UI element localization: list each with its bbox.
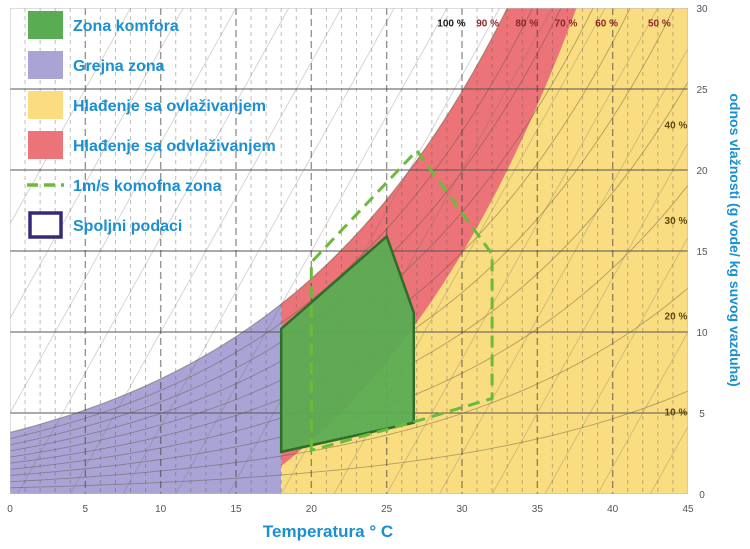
humid_cool-legend-swatch xyxy=(28,91,63,119)
dehumid_cool-legend-swatch xyxy=(28,131,63,159)
rh-labels: 100 % 90 % 80 % 70 % 60 % 50 % 40 % 30 % 20 % 10 … xyxy=(437,18,687,418)
x-axis-title: Temperatura ° C xyxy=(263,522,393,541)
diagonal-gridline xyxy=(228,8,501,494)
y-tick-label: 0 xyxy=(699,490,705,501)
heating-legend-label: Grejna zona xyxy=(73,58,165,75)
diagonal-gridline xyxy=(10,8,237,414)
x-tick-label: 30 xyxy=(456,504,468,515)
comfort-legend-swatch xyxy=(28,11,63,39)
x-tick-label: 20 xyxy=(306,504,318,515)
air_zone-legend-label: 1m/s komofna zona xyxy=(73,178,222,195)
rh-label-60: 60 % xyxy=(595,18,618,29)
y-tick-label: 10 xyxy=(696,328,708,339)
diagonal-gridline xyxy=(597,331,688,494)
diagonal-gridline xyxy=(439,47,688,494)
diagonal-gridline xyxy=(10,8,131,225)
humid_cool-legend-label: Hlađenje sa ovlaživanjem xyxy=(73,98,266,115)
comfort-legend-label: Zona komfora xyxy=(73,18,179,35)
y-axis-title: odnos vlažnosti (g vode/ kg suvog vazduh… xyxy=(727,93,743,386)
diagonal-gridline xyxy=(544,236,688,494)
legend: Zona komfora Grejna zona Hlađenje sa ovlaž… xyxy=(27,11,276,239)
diagonal-gridline xyxy=(122,8,395,494)
rh-curve xyxy=(10,8,508,433)
y-tick-label: 15 xyxy=(696,247,708,258)
diagonal-gridline xyxy=(10,8,184,320)
rh-label-70: 70 % xyxy=(555,18,578,29)
dehumid_cool-legend-label: Hlađenje sa odvlaživanjem xyxy=(73,138,276,155)
rh-curve xyxy=(10,287,688,483)
rh-label-90: 90 % xyxy=(476,18,499,29)
rh-curve xyxy=(10,390,688,489)
diagonal-gridline xyxy=(386,8,659,494)
comfort-zone-polygon xyxy=(279,234,416,454)
diagonal-gridline xyxy=(491,142,688,494)
x-tick-label: 45 xyxy=(682,504,694,515)
y-tick-label: 30 xyxy=(696,4,708,15)
rh-label-10: 10 % xyxy=(665,407,688,418)
rh-curve xyxy=(10,8,534,440)
outdoor-legend-swatch xyxy=(28,211,63,239)
y-tick-label: 25 xyxy=(696,85,708,96)
x-tick-label: 35 xyxy=(532,504,544,515)
rh-label-40: 40 % xyxy=(665,121,688,132)
x-tick-label: 25 xyxy=(381,504,393,515)
zone-overlays xyxy=(279,148,494,454)
rh-label-30: 30 % xyxy=(665,216,688,227)
diagonal-gridline xyxy=(17,8,290,494)
heating-zone-area xyxy=(10,304,282,494)
rh-label-20: 20 % xyxy=(665,312,688,323)
x-tick-label: 0 xyxy=(7,504,13,515)
rh-label-50: 50 % xyxy=(648,18,671,29)
x-tick-label: 40 xyxy=(607,504,619,515)
axes: 0 5 10 15 20 25 30 35 40 45 0 5 10 15 20 25 30 xyxy=(7,4,708,515)
diagonal-gridline xyxy=(175,8,448,494)
heating-legend-swatch xyxy=(28,51,63,79)
y-tick-label: 20 xyxy=(696,166,708,177)
x-tick-label: 15 xyxy=(230,504,242,515)
x-tick-label: 5 xyxy=(83,504,89,515)
outdoor-legend-label: Spoljni podaci xyxy=(73,218,182,235)
air-comfort-zone-outline xyxy=(309,148,494,453)
rh-label-80: 80 % xyxy=(515,18,538,29)
x-tick-label: 10 xyxy=(155,504,167,515)
y-tick-label: 5 xyxy=(699,409,705,420)
rh-label-100: 100 % xyxy=(437,18,465,29)
diagonal-gridline xyxy=(69,8,342,494)
